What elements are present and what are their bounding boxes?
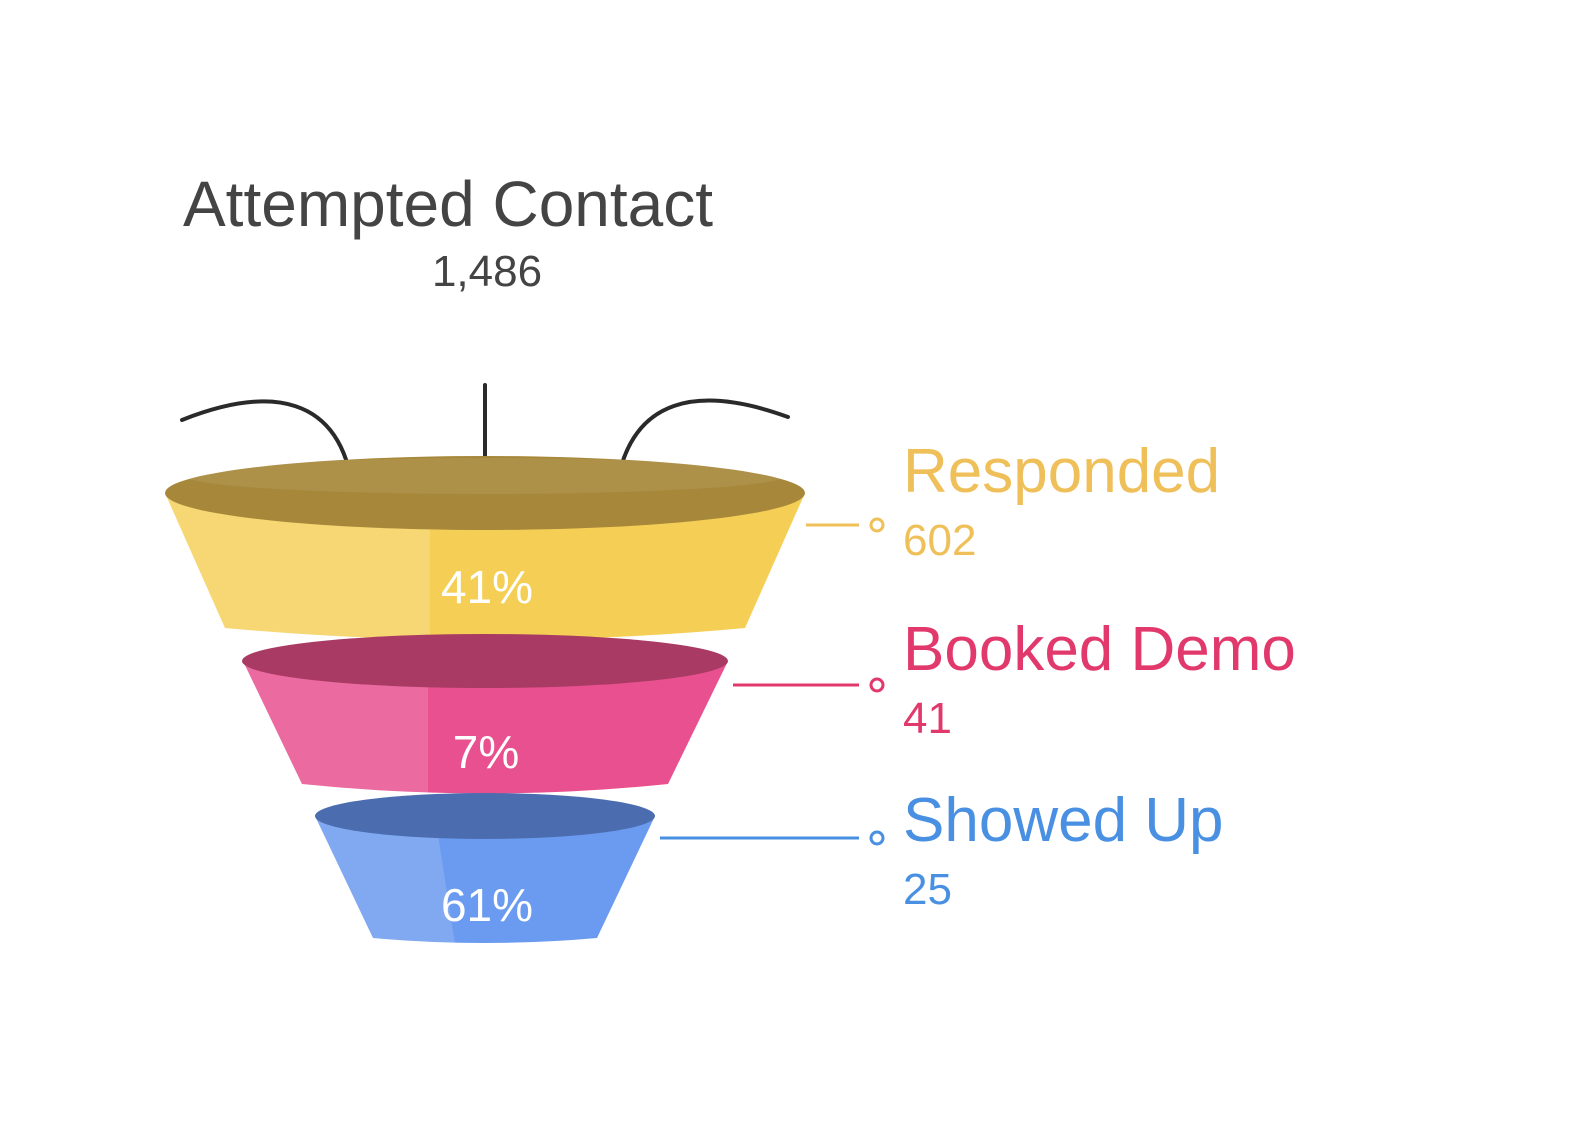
left-arrow-icon [180, 399, 355, 492]
right-arrow-icon [614, 398, 790, 492]
connector-showed-up [660, 830, 885, 846]
stage-label-showed-up: Showed Up [903, 786, 1224, 855]
funnel-lip-showed-up [315, 793, 655, 839]
top-stage-label: Attempted Contact [183, 168, 713, 240]
funnel-body-responded [165, 493, 805, 640]
stage-label-responded: Responded [903, 437, 1220, 506]
stage-value-responded: 602 [903, 516, 976, 565]
connector-dot-showed-up [869, 830, 885, 846]
funnel-body-showed-up [315, 816, 655, 943]
funnel-lip-booked-demo [242, 634, 728, 688]
top-stage-value: 1,486 [432, 247, 542, 296]
connector-dot-responded [869, 517, 885, 533]
funnel-lip-responded [165, 456, 805, 530]
stage-value-booked-demo: 41 [903, 694, 952, 743]
stage-value-showed-up: 25 [903, 865, 952, 914]
connector-booked-demo [733, 677, 885, 693]
funnel-body-booked-demo [243, 661, 728, 794]
funnel-percent-booked-demo: 7% [453, 726, 519, 778]
funnel-body-shade-booked-demo [243, 661, 428, 796]
funnel-body-shade-showed-up [315, 816, 455, 944]
funnel-lip-highlight-responded [185, 458, 785, 494]
funnel-segment-showed-up: 61% [315, 793, 655, 944]
funnel-percent-responded: 41% [441, 561, 533, 613]
funnel-segment-booked-demo: 7% [242, 634, 728, 796]
connector-dot-booked-demo [869, 677, 885, 693]
funnel-body-shade-responded [165, 493, 430, 643]
funnel-percent-showed-up: 61% [441, 879, 533, 931]
connector-responded [806, 517, 885, 533]
funnel-segment-responded: 41% [165, 456, 805, 643]
stage-label-booked-demo: Booked Demo [903, 615, 1296, 684]
